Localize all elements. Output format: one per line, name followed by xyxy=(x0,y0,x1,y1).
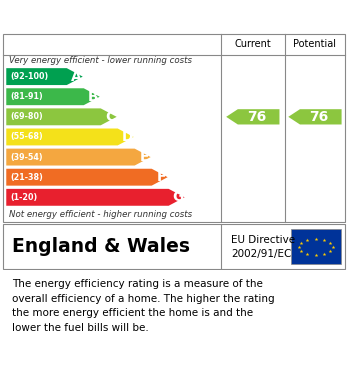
Text: Not energy efficient - higher running costs: Not energy efficient - higher running co… xyxy=(9,210,192,219)
Text: E: E xyxy=(140,150,149,164)
Text: Potential: Potential xyxy=(293,39,337,49)
Text: B: B xyxy=(88,90,99,104)
Polygon shape xyxy=(6,108,117,125)
Text: (92-100): (92-100) xyxy=(10,72,49,81)
Text: 76: 76 xyxy=(247,110,267,124)
Polygon shape xyxy=(6,189,185,206)
Polygon shape xyxy=(226,109,279,124)
Text: C: C xyxy=(105,110,116,124)
Text: England & Wales: England & Wales xyxy=(12,237,190,256)
Text: (69-80): (69-80) xyxy=(10,112,43,121)
Text: EU Directive: EU Directive xyxy=(231,235,295,245)
Bar xyxy=(291,229,341,264)
Text: 2002/91/EC: 2002/91/EC xyxy=(231,249,292,258)
Text: The energy efficiency rating is a measure of the
overall efficiency of a home. T: The energy efficiency rating is a measur… xyxy=(12,280,275,333)
Polygon shape xyxy=(6,68,83,85)
Text: (81-91): (81-91) xyxy=(10,92,43,101)
Polygon shape xyxy=(6,88,100,105)
Text: (1-20): (1-20) xyxy=(10,193,38,202)
Text: G: G xyxy=(173,190,184,204)
Text: A: A xyxy=(71,70,82,84)
Text: Current: Current xyxy=(235,39,271,49)
Polygon shape xyxy=(6,149,151,165)
Text: Very energy efficient - lower running costs: Very energy efficient - lower running co… xyxy=(9,56,192,65)
Polygon shape xyxy=(288,109,342,124)
Text: D: D xyxy=(122,130,133,144)
Text: (39-54): (39-54) xyxy=(10,152,43,161)
Polygon shape xyxy=(6,129,134,145)
Text: Energy Efficiency Rating: Energy Efficiency Rating xyxy=(12,9,222,23)
Text: F: F xyxy=(157,170,166,184)
Text: (55-68): (55-68) xyxy=(10,133,43,142)
Polygon shape xyxy=(6,169,168,186)
Text: 76: 76 xyxy=(309,110,329,124)
Text: (21-38): (21-38) xyxy=(10,173,43,182)
